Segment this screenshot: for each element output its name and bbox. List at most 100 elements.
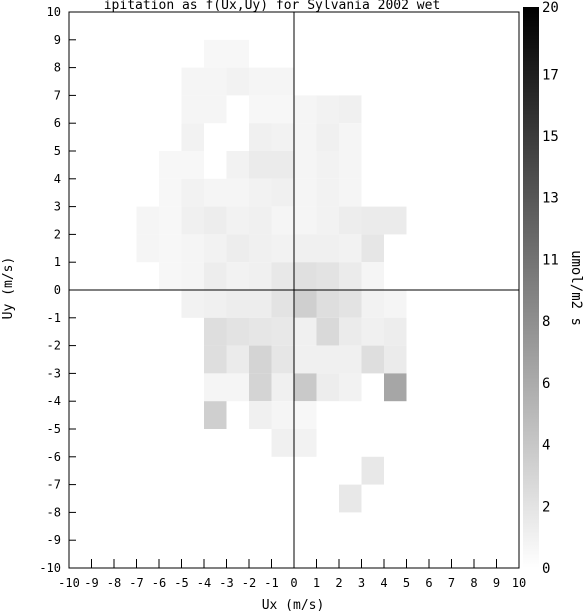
y-tick-label: 8 [54,61,61,75]
colorbar-tick-label: 15 [542,129,559,145]
heatmap-cell [294,373,317,402]
heatmap-cell [159,151,182,179]
y-tick-label: -1 [47,311,61,325]
heatmap-cell [271,234,294,263]
heatmap-cell [181,262,204,290]
heatmap-cell [339,178,362,207]
y-tick-label: 9 [54,33,61,47]
heatmap-cell [316,178,339,207]
x-tick-label: -3 [219,576,233,590]
colorbar-tick-label: 11 [542,252,559,268]
colorbar: 0 2 4 6 8 11 13 15 17 20 [523,0,559,577]
y-axis-label: Uy (m/s) [1,257,16,320]
heatmap-cell [339,484,362,513]
heatmap-cell [181,151,204,179]
y-tick-label: -10 [39,561,61,575]
x-tick-label: 8 [470,576,477,590]
heatmap-cell [271,178,294,207]
heatmap-cell [271,401,294,429]
colorbar-tick-label: 17 [542,67,559,83]
y-tick-label: -5 [47,422,61,436]
heatmap-cell [294,234,317,263]
heatmap-cell [339,234,362,263]
heatmap-cell [294,290,317,318]
heatmap-cell [294,95,317,124]
heatmap-cell [181,178,204,207]
heatmap-cell [204,206,227,235]
heatmap-cell [316,206,339,235]
heatmap-cell [271,262,294,290]
y-tick-label: 0 [54,283,61,297]
heatmap-cell [339,95,362,124]
heatmap-cell [181,206,204,235]
y-tick-label: 5 [54,144,61,158]
colorbar-tick-label: 13 [542,191,559,207]
y-tick-label: 4 [54,172,61,186]
heatmap-cell [316,317,339,346]
x-tick-label: 4 [380,576,387,590]
x-tick-label: -5 [174,576,188,590]
y-tick-label: -8 [47,505,61,519]
heatmap-cell [361,206,384,235]
x-tick-label: -9 [84,576,98,590]
colorbar-tick-label: 8 [542,314,550,330]
heatmap-cell [249,373,272,402]
y-tick-label: 10 [47,5,61,19]
heatmap-cell [294,178,317,207]
heatmap-cell [271,95,294,124]
heatmap-cell [181,67,204,96]
heatmap-cell [204,234,227,263]
colorbar-gradient [523,7,539,568]
heatmap-cell [226,234,249,263]
heatmap-cell [249,290,272,318]
heatmap-cell [339,373,362,402]
heatmap-cell [384,206,407,235]
heatmap-cell [226,67,249,96]
heatmap-cell [384,373,407,402]
heatmap-cell [316,95,339,124]
heatmap-cell [226,39,249,68]
y-tick-label: 7 [54,88,61,102]
heatmap-cell [271,67,294,96]
y-tick-label: -6 [47,450,61,464]
heatmap-cell [316,290,339,318]
heatmap-cell [271,317,294,346]
heatmap-cell [204,317,227,346]
heatmap-cell [339,290,362,318]
heatmap-cell [204,39,227,68]
heatmap-cell [249,206,272,235]
y-tick-label: -2 [47,339,61,353]
heatmap-cell [361,456,384,485]
heatmap-cell [249,123,272,151]
y-tick-label: -4 [47,394,61,408]
heatmap-cell [294,345,317,374]
heatmap-cell [204,290,227,318]
y-tick-label: -7 [47,478,61,492]
heatmap-cell [339,345,362,374]
heatmap-cell [136,206,159,235]
x-tick-label: 0 [290,576,297,590]
colorbar-tick-label: 4 [542,438,550,454]
heatmap-cell [181,95,204,124]
heatmap-cell [249,262,272,290]
heatmap-cell [226,206,249,235]
heatmap-cell [294,262,317,290]
x-tick-label: 1 [313,576,320,590]
heatmap-cell [204,178,227,207]
heatmap-cell [361,290,384,318]
heatmap-cell [384,290,407,318]
heatmap-cell [316,151,339,179]
heatmap-cell [271,429,294,457]
heatmap-cell [226,317,249,346]
heatmap-cell [249,67,272,96]
x-tick-label: -1 [264,576,278,590]
heatmap-cell [294,151,317,179]
heatmap-cell [249,178,272,207]
heatmap-cell [204,95,227,124]
heatmap-cell [361,317,384,346]
heatmap-cell [226,151,249,179]
heatmap-cell [181,290,204,318]
x-axis-label: Ux (m/s) [262,598,325,613]
heatmap-cell [204,262,227,290]
